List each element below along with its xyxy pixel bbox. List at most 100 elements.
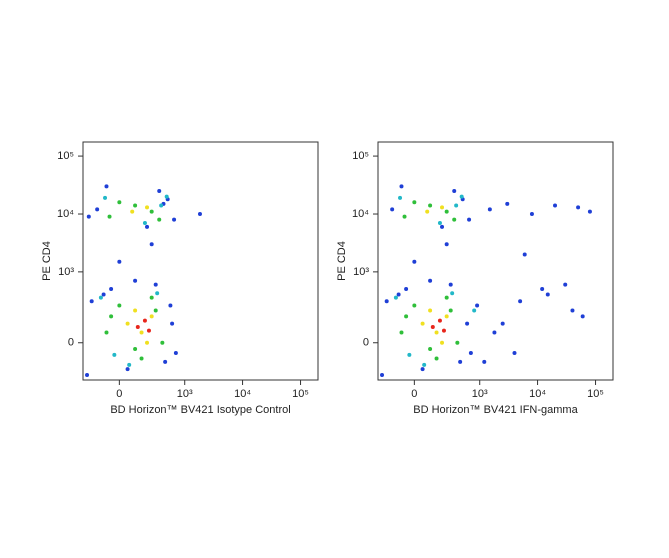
y-tick-label: 10³: [353, 266, 369, 278]
point: [437, 318, 442, 323]
point: [145, 205, 150, 210]
point: [160, 340, 165, 345]
y-tick-label: 10⁴: [352, 208, 369, 220]
point: [404, 287, 409, 292]
point: [133, 203, 138, 208]
y-tick-label: 0: [363, 337, 369, 349]
point: [101, 292, 106, 297]
point: [545, 292, 550, 297]
point: [89, 299, 94, 304]
x-axis-label: BD Horizon™ BV421 IFN-gamma: [413, 404, 578, 416]
point: [107, 214, 112, 219]
point: [173, 350, 178, 355]
point: [127, 362, 132, 367]
point: [448, 282, 453, 287]
x-tick-label: 10⁵: [587, 388, 604, 400]
point: [472, 308, 477, 313]
point: [455, 340, 460, 345]
point: [139, 330, 144, 335]
point: [563, 282, 568, 287]
point: [434, 330, 439, 335]
point: [125, 367, 130, 372]
x-tick-label: 0: [411, 388, 417, 400]
point: [85, 373, 90, 378]
point: [197, 212, 202, 217]
point: [142, 220, 147, 225]
x-tick-label: 10³: [177, 388, 193, 400]
y-axis-label: PE CD4: [336, 241, 348, 281]
point: [420, 367, 425, 372]
point: [448, 308, 453, 313]
point: [452, 188, 457, 193]
point: [153, 282, 158, 287]
point: [139, 356, 144, 361]
y-tick-label: 10³: [58, 266, 74, 278]
y-tick-label: 10⁵: [352, 150, 369, 162]
point: [452, 217, 457, 222]
y-tick-label: 10⁵: [57, 150, 74, 162]
point: [422, 362, 427, 367]
point: [98, 295, 103, 300]
point: [587, 209, 592, 214]
point: [149, 242, 154, 247]
point: [153, 308, 158, 313]
point: [459, 194, 464, 199]
point: [393, 295, 398, 300]
point: [117, 200, 122, 205]
point: [145, 224, 150, 229]
point: [157, 217, 162, 222]
point: [440, 205, 445, 210]
point: [164, 194, 169, 199]
point: [444, 314, 449, 319]
point: [512, 350, 517, 355]
point: [412, 259, 417, 264]
plot-frame: [82, 141, 319, 381]
point: [390, 207, 395, 212]
x-tick-label: 0: [116, 388, 122, 400]
point: [428, 308, 433, 313]
point: [467, 217, 472, 222]
point: [149, 209, 154, 214]
point: [412, 303, 417, 308]
point: [444, 209, 449, 214]
point: [109, 314, 114, 319]
point: [142, 318, 147, 323]
point: [159, 203, 164, 208]
point: [425, 209, 430, 214]
point: [580, 314, 585, 319]
point: [505, 201, 510, 206]
point: [103, 195, 108, 200]
point: [112, 352, 117, 357]
point: [146, 328, 151, 333]
point: [553, 203, 558, 208]
point: [420, 321, 425, 326]
point: [430, 325, 435, 330]
point: [380, 373, 385, 378]
point: [130, 209, 135, 214]
point: [133, 278, 138, 283]
point: [145, 340, 150, 345]
point: [437, 220, 442, 225]
point: [428, 278, 433, 283]
point: [109, 287, 114, 292]
point: [399, 330, 404, 335]
point: [125, 321, 130, 326]
x-axis-label: BD Horizon™ BV421 Isotype Control: [110, 404, 290, 416]
point: [529, 212, 534, 217]
point: [465, 321, 470, 326]
point: [412, 200, 417, 205]
point: [104, 330, 109, 335]
point: [117, 303, 122, 308]
point: [95, 207, 100, 212]
y-axis-label: PE CD4: [41, 241, 53, 281]
plot-frame: [377, 141, 614, 381]
point: [441, 328, 446, 333]
point: [104, 184, 109, 189]
point: [172, 217, 177, 222]
point: [468, 350, 473, 355]
point: [576, 205, 581, 210]
point: [428, 346, 433, 351]
point: [570, 308, 575, 313]
point: [135, 325, 140, 330]
